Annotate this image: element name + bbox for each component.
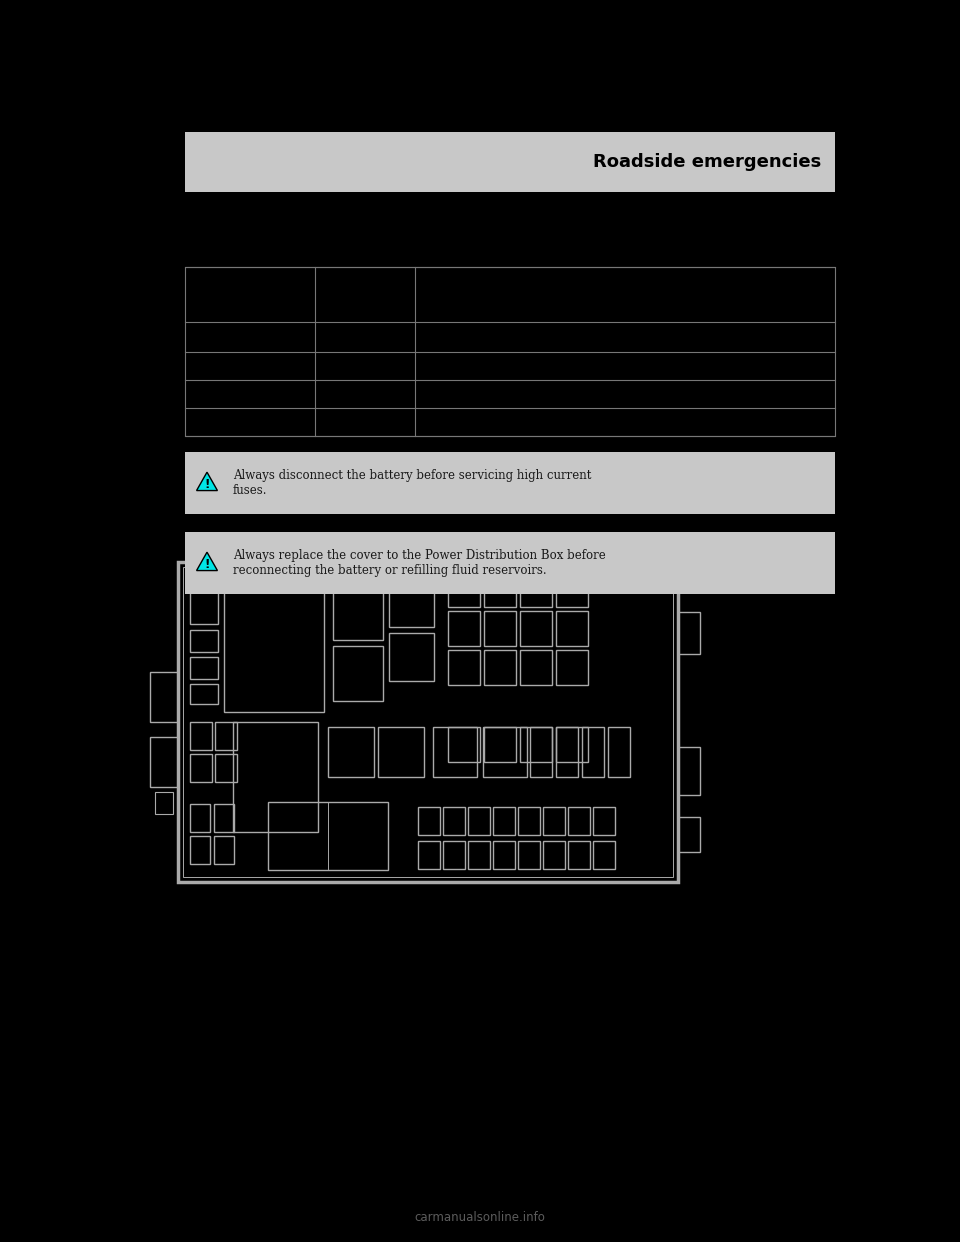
Bar xyxy=(568,841,590,869)
Bar xyxy=(178,561,678,882)
Bar xyxy=(678,612,700,655)
Bar xyxy=(185,532,835,594)
Bar xyxy=(593,841,615,869)
Bar xyxy=(190,576,218,623)
Bar xyxy=(543,807,565,835)
Bar xyxy=(190,836,210,864)
Bar xyxy=(268,802,388,869)
Text: Always replace the cover to the Power Distribution Box before
reconnecting the b: Always replace the cover to the Power Di… xyxy=(233,549,606,578)
Bar xyxy=(155,792,173,814)
Bar xyxy=(433,727,477,777)
Bar xyxy=(224,582,324,712)
Bar xyxy=(183,568,673,877)
Bar xyxy=(484,611,516,646)
Bar xyxy=(418,807,440,835)
Bar xyxy=(185,452,835,514)
Bar xyxy=(484,727,516,763)
Bar xyxy=(483,727,527,777)
Bar xyxy=(582,727,604,777)
Bar xyxy=(150,672,178,722)
Bar xyxy=(556,727,578,777)
Bar xyxy=(468,841,490,869)
Bar xyxy=(378,727,424,777)
Bar xyxy=(185,267,835,436)
Bar xyxy=(443,807,465,835)
Bar xyxy=(190,722,212,750)
Bar xyxy=(608,727,630,777)
Bar xyxy=(556,650,588,686)
Bar xyxy=(556,727,588,763)
Bar xyxy=(520,650,552,686)
Polygon shape xyxy=(197,553,217,570)
Bar xyxy=(448,650,480,686)
Bar xyxy=(518,807,540,835)
Text: carmanualsonline.info: carmanualsonline.info xyxy=(415,1211,545,1225)
Bar xyxy=(484,573,516,607)
Bar xyxy=(448,611,480,646)
Polygon shape xyxy=(197,472,217,491)
Bar xyxy=(520,727,552,763)
Bar xyxy=(448,727,480,763)
Bar xyxy=(214,804,234,832)
Bar xyxy=(190,754,212,782)
Bar xyxy=(215,722,237,750)
Text: Roadside emergencies: Roadside emergencies xyxy=(592,153,821,171)
Bar xyxy=(518,841,540,869)
Bar xyxy=(190,804,210,832)
Bar xyxy=(185,132,835,193)
Bar xyxy=(190,657,218,679)
Bar xyxy=(543,841,565,869)
Bar xyxy=(493,807,515,835)
Bar xyxy=(333,646,383,700)
Bar xyxy=(593,807,615,835)
Bar xyxy=(530,727,552,777)
Text: !: ! xyxy=(204,478,209,492)
Bar xyxy=(556,611,588,646)
Bar xyxy=(233,722,318,832)
Bar xyxy=(328,727,374,777)
Bar xyxy=(190,630,218,652)
Text: Always disconnect the battery before servicing high current
fuses.: Always disconnect the battery before ser… xyxy=(233,469,591,497)
Bar xyxy=(520,611,552,646)
Bar xyxy=(214,836,234,864)
Bar xyxy=(418,841,440,869)
Bar xyxy=(568,807,590,835)
Bar xyxy=(333,573,383,640)
Bar xyxy=(556,573,588,607)
Bar xyxy=(389,633,434,681)
Text: !: ! xyxy=(204,559,209,571)
Bar xyxy=(493,841,515,869)
Bar xyxy=(215,754,237,782)
Bar xyxy=(443,841,465,869)
Bar xyxy=(520,573,552,607)
Bar xyxy=(468,807,490,835)
Bar xyxy=(678,746,700,795)
Bar xyxy=(190,684,218,704)
Bar xyxy=(484,650,516,686)
Bar xyxy=(678,817,700,852)
Bar xyxy=(448,573,480,607)
Bar xyxy=(150,737,178,787)
Bar xyxy=(389,578,434,627)
